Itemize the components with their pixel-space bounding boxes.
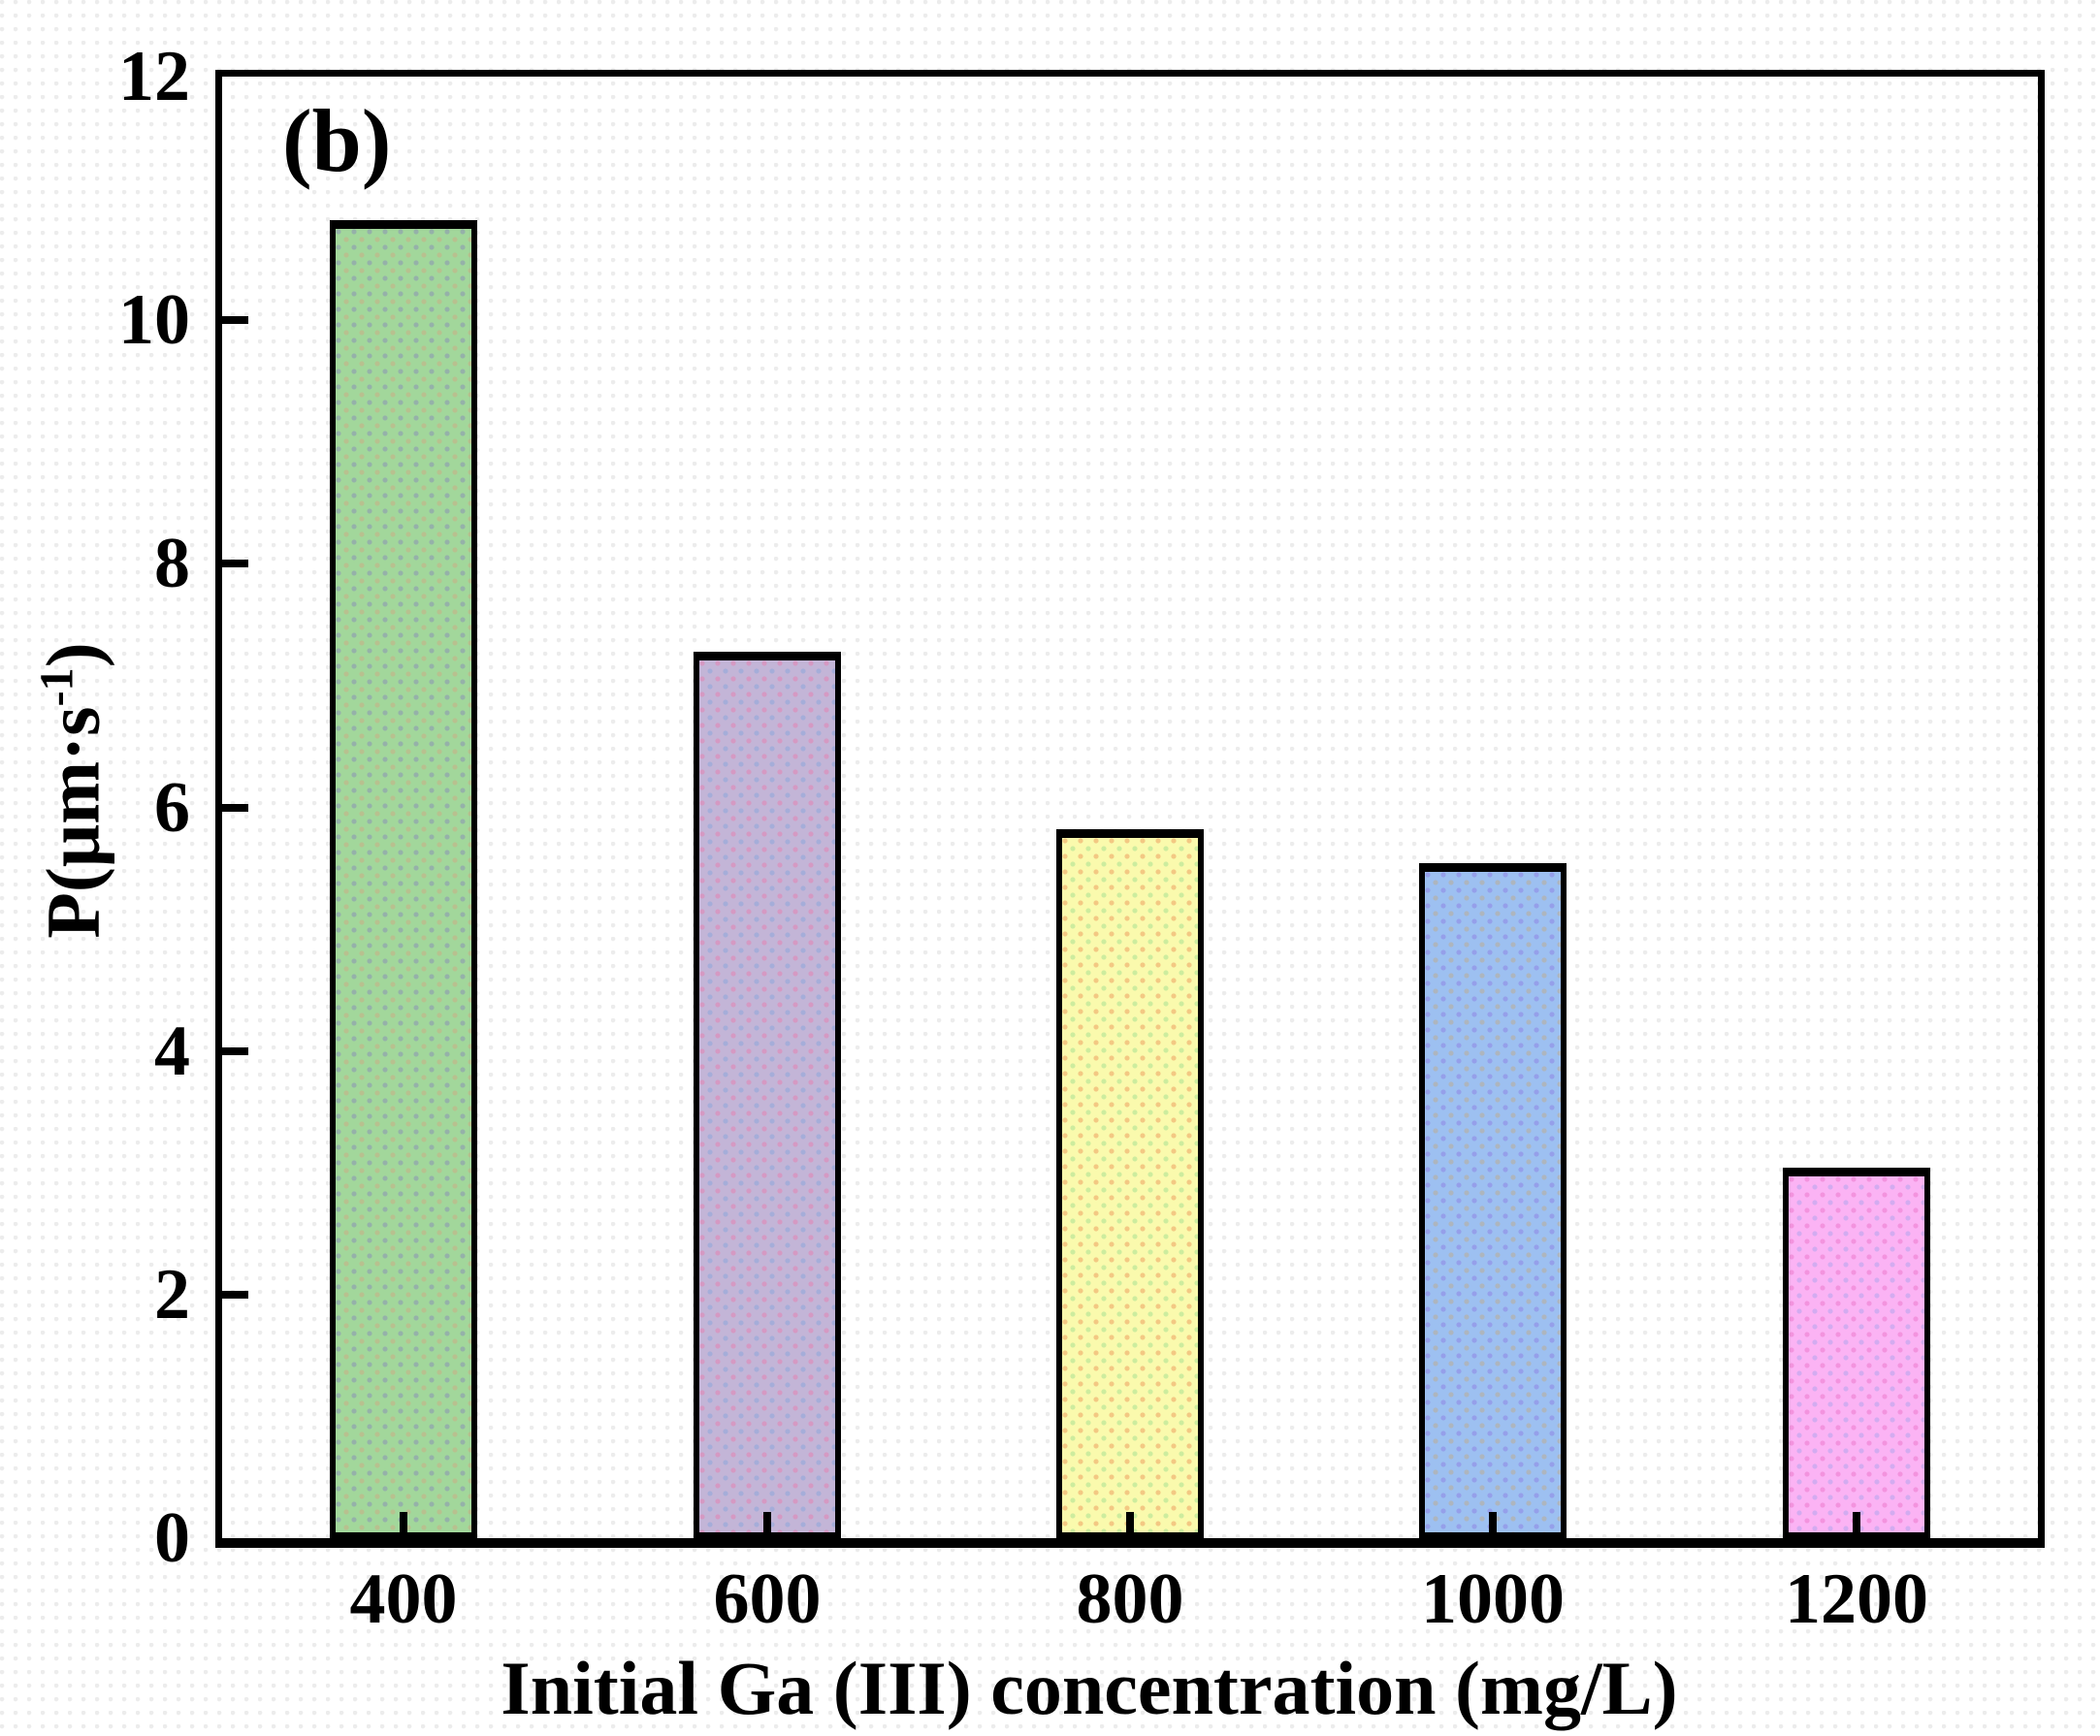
- y-tick-label-10: 10: [118, 280, 190, 360]
- bar-600: [694, 652, 841, 1538]
- panel-label: (b): [282, 91, 392, 190]
- y-tick-2: [222, 1291, 248, 1299]
- x-axis-title: Initial Ga (III) concentration (mg/L): [501, 1646, 1678, 1730]
- plot-area: (b): [215, 70, 2045, 1548]
- y-tick-label-6: 6: [154, 768, 190, 848]
- y-tick-10: [222, 316, 248, 324]
- x-tick-800: [1126, 1512, 1134, 1538]
- y-axis-title-suffix: ): [30, 642, 115, 668]
- y-tick-4: [222, 1047, 248, 1055]
- y-tick-6: [222, 804, 248, 812]
- y-tick-label-4: 4: [154, 1012, 190, 1091]
- x-tick-400: [400, 1512, 407, 1538]
- x-tick-label-1200: 1200: [1785, 1559, 1928, 1639]
- y-tick-label-2: 2: [154, 1255, 190, 1334]
- bar-800: [1056, 829, 1204, 1538]
- y-axis-title-superscript: -1: [31, 667, 83, 707]
- x-tick-label-1000: 1000: [1421, 1559, 1565, 1639]
- y-tick-label-12: 12: [118, 37, 190, 116]
- x-tick-label-400: 400: [349, 1559, 458, 1639]
- y-tick-label-8: 8: [154, 524, 190, 603]
- bar-1200: [1783, 1168, 1930, 1538]
- x-tick-1200: [1853, 1512, 1860, 1538]
- bar-400: [330, 220, 477, 1538]
- x-tick-label-600: 600: [713, 1559, 822, 1639]
- bar-1000: [1419, 863, 1567, 1538]
- x-tick-label-800: 800: [1076, 1559, 1184, 1639]
- y-tick-label-0: 0: [154, 1498, 190, 1578]
- x-tick-600: [763, 1512, 771, 1538]
- x-tick-1000: [1489, 1512, 1497, 1538]
- y-tick-8: [222, 560, 248, 567]
